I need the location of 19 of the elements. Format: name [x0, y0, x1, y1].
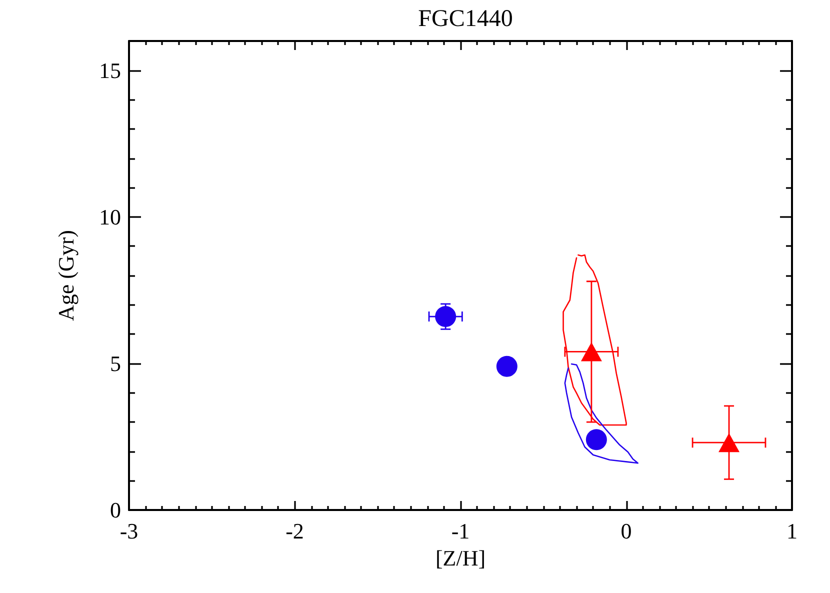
x-axis-title: [Z/H] [435, 545, 486, 570]
x-tick-label: 0 [620, 518, 632, 544]
x-tick-label: -2 [286, 518, 304, 544]
y-tick-label: 10 [99, 204, 121, 230]
point [435, 306, 456, 328]
y-tick-label: 5 [110, 350, 121, 376]
x-tick-label: -3 [120, 518, 138, 544]
point [718, 433, 740, 452]
point [586, 429, 607, 450]
chart-title: FGC1440 [418, 6, 513, 32]
line-series [562, 254, 627, 426]
y-tick-label: 0 [110, 498, 121, 522]
line-series [564, 363, 639, 464]
y-tick-label: 15 [99, 58, 121, 83]
point [580, 342, 602, 362]
point [496, 356, 518, 377]
x-tick-label: 1 [786, 518, 798, 544]
x-tick-label: -1 [451, 518, 470, 544]
y-axis-title: Age (Gyr) [54, 230, 78, 322]
